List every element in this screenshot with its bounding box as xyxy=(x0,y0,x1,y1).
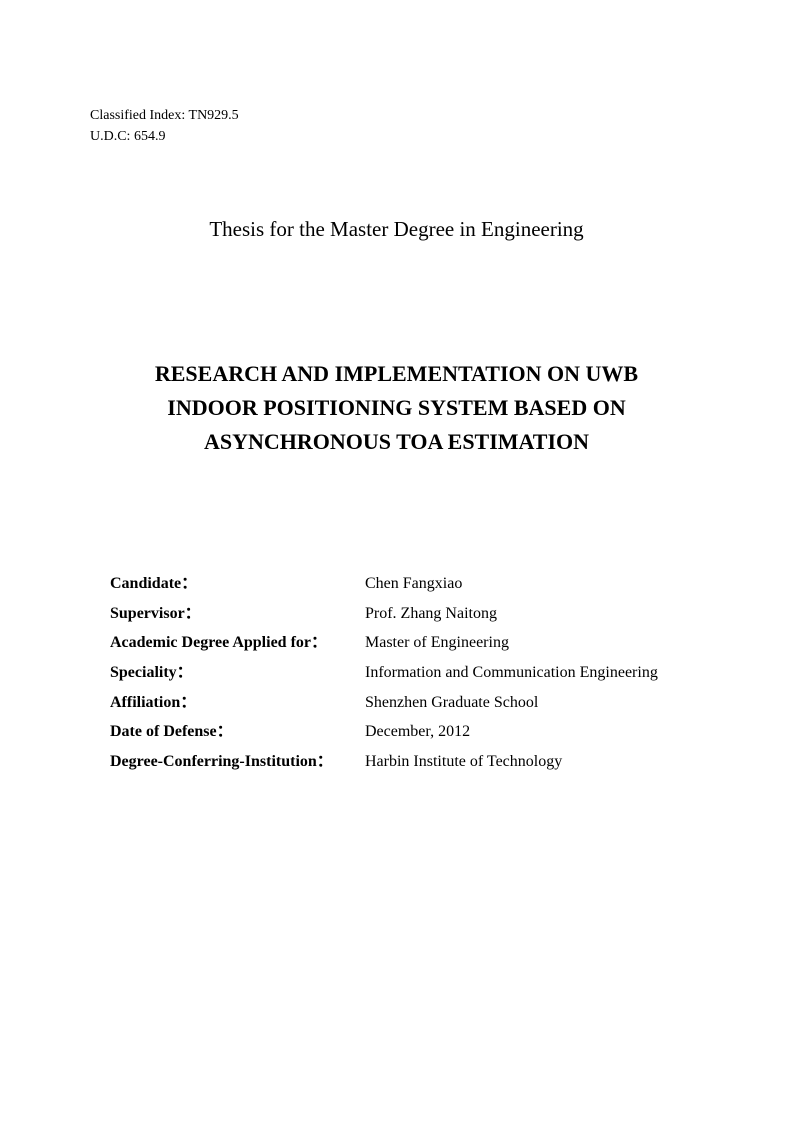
speciality-row: Speciality： Information and Communicatio… xyxy=(110,658,683,688)
candidate-label: Candidate： xyxy=(110,569,365,599)
udc: U.D.C: 654.9 xyxy=(90,126,703,147)
institution-value: Harbin Institute of Technology xyxy=(365,747,683,777)
classified-index-value: TN929.5 xyxy=(189,108,239,123)
supervisor-label: Supervisor： xyxy=(110,599,365,629)
supervisor-value: Prof. Zhang Naitong xyxy=(365,599,683,629)
degree-row: Academic Degree Applied for： Master of E… xyxy=(110,628,683,658)
header-block: Classified Index: TN929.5 U.D.C: 654.9 xyxy=(90,105,703,147)
institution-label: Degree-Conferring-Institution： xyxy=(110,747,365,777)
thesis-type: Thesis for the Master Degree in Engineer… xyxy=(90,217,703,242)
udc-label: U.D.C: xyxy=(90,129,130,144)
speciality-value: Information and Communication Engineerin… xyxy=(365,658,683,688)
affiliation-value: Shenzhen Graduate School xyxy=(365,688,683,718)
title-line-3: ASYNCHRONOUS TOA ESTIMATION xyxy=(110,425,683,459)
institution-row: Degree-Conferring-Institution： Harbin In… xyxy=(110,747,683,777)
degree-label: Academic Degree Applied for： xyxy=(110,628,365,658)
defense-date-label: Date of Defense： xyxy=(110,717,365,747)
affiliation-row: Affiliation： Shenzhen Graduate School xyxy=(110,688,683,718)
classified-index: Classified Index: TN929.5 xyxy=(90,105,703,126)
candidate-row: Candidate： Chen Fangxiao xyxy=(110,569,683,599)
info-table: Candidate： Chen Fangxiao Supervisor： Pro… xyxy=(90,569,703,776)
defense-date-value: December, 2012 xyxy=(365,717,683,747)
candidate-value: Chen Fangxiao xyxy=(365,569,683,599)
supervisor-row: Supervisor： Prof. Zhang Naitong xyxy=(110,599,683,629)
defense-date-row: Date of Defense： December, 2012 xyxy=(110,717,683,747)
classified-index-label: Classified Index: xyxy=(90,108,185,123)
speciality-label: Speciality： xyxy=(110,658,365,688)
udc-value: 654.9 xyxy=(134,129,166,144)
thesis-title: RESEARCH AND IMPLEMENTATION ON UWB INDOO… xyxy=(90,357,703,459)
degree-value: Master of Engineering xyxy=(365,628,683,658)
affiliation-label: Affiliation： xyxy=(110,688,365,718)
title-line-1: RESEARCH AND IMPLEMENTATION ON UWB xyxy=(110,357,683,391)
title-line-2: INDOOR POSITIONING SYSTEM BASED ON xyxy=(110,391,683,425)
